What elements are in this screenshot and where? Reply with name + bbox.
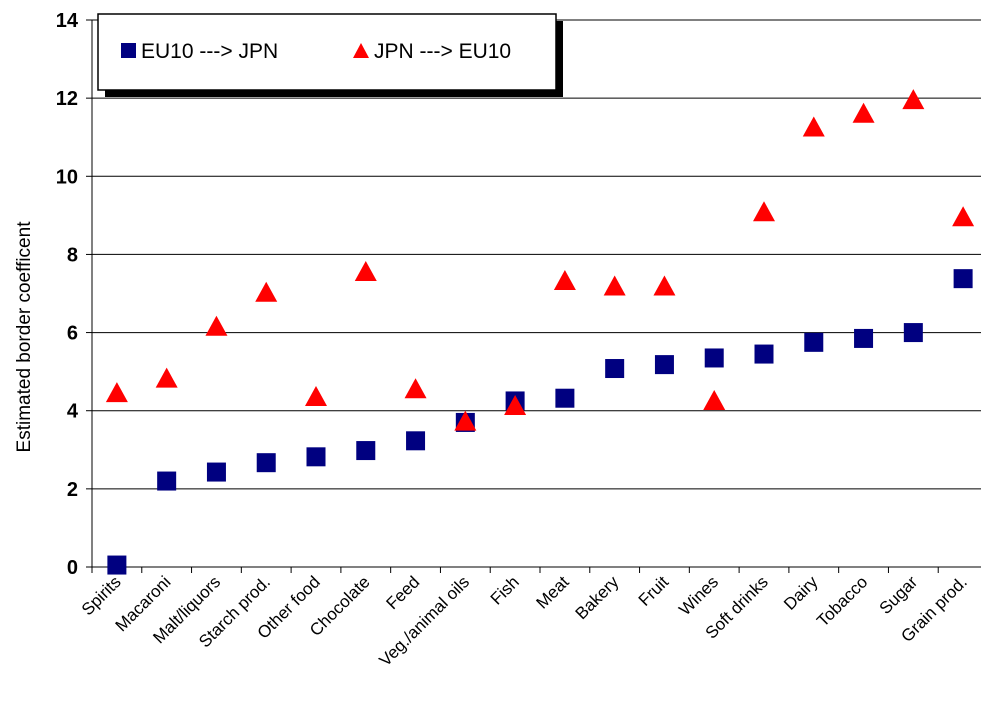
x-tick-label: Wines <box>675 572 722 619</box>
jpn-to-eu10-point <box>952 206 975 227</box>
jpn-to-eu10-point <box>753 201 775 222</box>
legend-label-series-2: JPN ---> EU10 <box>374 40 511 63</box>
y-tick-label: 2 <box>67 479 78 501</box>
axes <box>86 19 981 573</box>
x-tick-label: Sugar <box>876 572 922 618</box>
legend: EU10 ---> JPN JPN ---> EU10 <box>97 13 563 97</box>
jpn-to-eu10-point <box>155 367 178 388</box>
y-tick-label: 12 <box>56 88 78 110</box>
legend-box <box>97 13 557 91</box>
jpn-to-eu10-point <box>653 275 676 296</box>
jpn-to-eu10-point <box>404 378 427 399</box>
jpn-to-eu10-point <box>205 315 228 336</box>
y-tick-label: 0 <box>67 557 78 579</box>
eu10-to-jpn-point <box>107 555 127 575</box>
jpn-to-eu10-point <box>553 269 576 290</box>
jpn-to-eu10-point <box>802 116 825 137</box>
y-tick-label: 6 <box>67 323 78 345</box>
jpn-to-eu10-point <box>454 410 477 431</box>
x-tick-label: Feed <box>383 572 424 613</box>
y-tick-label: 4 <box>67 401 79 423</box>
x-tick-label: Meat <box>533 572 573 612</box>
eu10-to-jpn-point <box>406 431 426 451</box>
jpn-to-eu10-point <box>354 261 377 282</box>
x-tick-label: Veg./animal oils <box>376 572 474 670</box>
jpn-to-eu10-point <box>902 89 925 110</box>
legend-square-icon <box>121 43 136 58</box>
y-tick-label: 10 <box>56 166 78 188</box>
x-tick-label: Fish <box>487 572 523 608</box>
x-tick-label: Spirits <box>78 572 125 619</box>
data-points <box>105 89 975 575</box>
x-tick-label: Tobacco <box>813 572 871 630</box>
x-tick-label: Fruit <box>635 572 673 610</box>
x-tick-label: Dairy <box>780 572 822 614</box>
eu10-to-jpn-point <box>555 388 575 408</box>
y-tick-label: 14 <box>56 10 79 32</box>
y-axis-title: Estimated border coefficent <box>14 221 35 453</box>
eu10-to-jpn-point <box>704 348 724 368</box>
x-tick-label: Bakery <box>572 572 623 623</box>
eu10-to-jpn-point <box>306 447 326 467</box>
eu10-to-jpn-point <box>356 441 376 461</box>
jpn-to-eu10-point <box>703 389 726 410</box>
eu10-to-jpn-point <box>804 332 824 352</box>
y-tick-labels: 0 2 4 6 8 10 12 14 <box>56 10 79 579</box>
jpn-to-eu10-point <box>504 395 527 416</box>
eu10-to-jpn-point <box>605 359 625 379</box>
eu10-to-jpn-point <box>206 462 226 482</box>
jpn-to-eu10-point <box>603 275 626 296</box>
eu10-to-jpn-point <box>854 328 874 348</box>
eu10-to-jpn-point <box>953 269 973 289</box>
eu10-to-jpn-point <box>903 323 923 343</box>
y-tick-label: 8 <box>67 244 78 266</box>
jpn-to-eu10-point <box>105 382 128 403</box>
eu10-to-jpn-point <box>157 471 177 491</box>
jpn-to-eu10-point <box>255 281 278 302</box>
legend-triangle-icon <box>353 43 369 58</box>
eu10-to-jpn-point <box>256 453 276 473</box>
legend-label-series-1: EU10 ---> JPN <box>141 40 278 63</box>
eu10-to-jpn-point <box>654 355 674 375</box>
jpn-to-eu10-point <box>852 102 875 123</box>
eu10-to-jpn-point <box>754 344 774 364</box>
jpn-to-eu10-point <box>305 386 327 407</box>
